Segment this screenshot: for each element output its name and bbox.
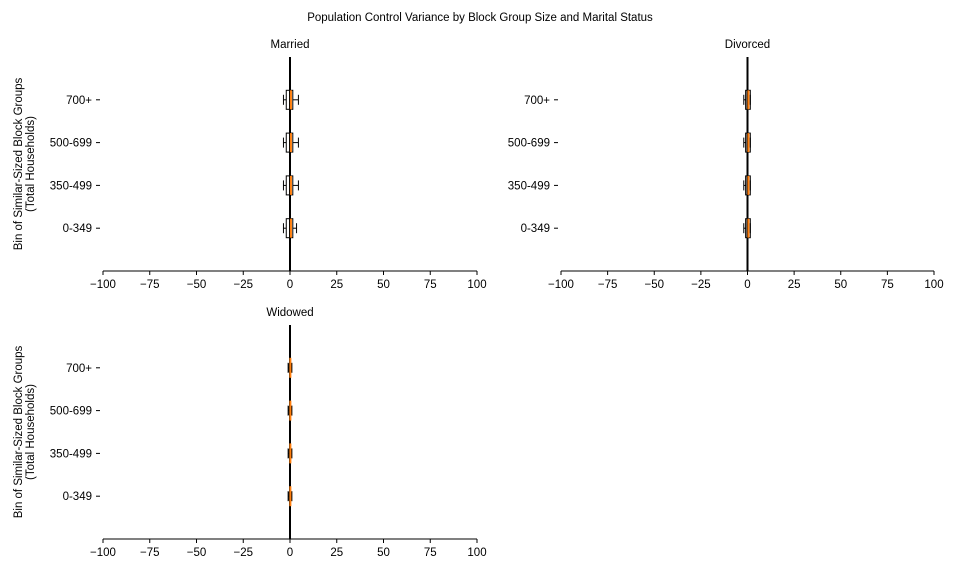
figure-title: Population Control Variance by Block Gro… bbox=[307, 12, 653, 24]
x-tick-label: −50 bbox=[187, 279, 207, 291]
x-tick-label: −75 bbox=[140, 547, 160, 559]
panel-widowed: Widowed −100 −75 −50 −25 0 25 50 75 100 0-349 350-4… bbox=[13, 307, 487, 559]
x-tick-label: −100 bbox=[90, 279, 116, 291]
panel-title: Married bbox=[271, 39, 310, 51]
x-tick-label: 25 bbox=[330, 547, 343, 559]
x-tick-label: −50 bbox=[187, 547, 207, 559]
x-tick-label: 25 bbox=[788, 279, 801, 291]
box-350-499 bbox=[743, 175, 751, 196]
x-tick-label: 75 bbox=[424, 279, 437, 291]
x-tick-label: 25 bbox=[330, 279, 343, 291]
y-tick-label: 500-699 bbox=[50, 138, 92, 150]
x-tick-label: 75 bbox=[424, 547, 437, 559]
box-700+ bbox=[282, 89, 299, 110]
box-iqr bbox=[285, 218, 294, 239]
box-0-349 bbox=[743, 218, 751, 239]
x-tick-label: 100 bbox=[924, 279, 943, 291]
box-500-699 bbox=[282, 132, 299, 153]
panel-married: Married −100 −75 −50 −25 0 25 50 75 100 0-349 350-4… bbox=[13, 39, 487, 291]
box-0-349 bbox=[282, 218, 298, 239]
x-tick-label: −75 bbox=[598, 279, 618, 291]
panel-title: Divorced bbox=[725, 39, 770, 51]
x-tick-label: −25 bbox=[691, 279, 711, 291]
x-tick-label: 0 bbox=[287, 279, 293, 291]
y-tick-label: 350-499 bbox=[50, 448, 92, 460]
panel-divorced: Divorced −100 −75 −50 −25 0 25 50 75 100 0-349 350-… bbox=[508, 39, 944, 291]
x-tick-label: 50 bbox=[834, 279, 847, 291]
x-tick-label: −50 bbox=[644, 279, 664, 291]
x-tick-label: −25 bbox=[233, 547, 253, 559]
y-tick-label: 500-699 bbox=[508, 138, 550, 150]
y-tick-label: 350-499 bbox=[508, 180, 550, 192]
box-700+ bbox=[287, 357, 293, 378]
x-tick-label: 100 bbox=[467, 547, 486, 559]
x-tick-label: −100 bbox=[90, 547, 116, 559]
box-iqr bbox=[285, 175, 294, 196]
y-axis-label: (Total Households) bbox=[25, 384, 37, 480]
y-tick-label: 0-349 bbox=[521, 223, 550, 235]
box-500-699 bbox=[743, 132, 751, 153]
y-axis-label: Bin of Similar-Sized Block Groups bbox=[13, 345, 25, 518]
box-500-699 bbox=[287, 400, 293, 421]
box-350-499 bbox=[287, 443, 293, 464]
box-iqr bbox=[285, 89, 294, 110]
x-tick-label: −75 bbox=[140, 279, 160, 291]
y-tick-label: 350-499 bbox=[50, 180, 92, 192]
x-tick-label: 100 bbox=[467, 279, 486, 291]
y-tick-label: 0-349 bbox=[63, 223, 92, 235]
y-tick-label: 700+ bbox=[524, 95, 550, 107]
y-tick-label: 0-349 bbox=[63, 491, 92, 503]
x-tick-label: 75 bbox=[881, 279, 894, 291]
y-axis-label: (Total Households) bbox=[25, 116, 37, 212]
box-0-349 bbox=[287, 486, 293, 507]
x-tick-label: 0 bbox=[744, 279, 750, 291]
x-tick-label: 50 bbox=[377, 547, 390, 559]
x-tick-label: −25 bbox=[233, 279, 253, 291]
y-axis-label: Bin of Similar-Sized Block Groups bbox=[13, 77, 25, 250]
y-tick-label: 700+ bbox=[66, 363, 92, 375]
y-tick-label: 700+ bbox=[66, 95, 92, 107]
panel-title: Widowed bbox=[266, 307, 313, 319]
box-iqr bbox=[285, 132, 294, 153]
x-tick-label: 50 bbox=[377, 279, 390, 291]
y-tick-label: 500-699 bbox=[50, 406, 92, 418]
x-tick-label: 0 bbox=[287, 547, 293, 559]
box-700+ bbox=[743, 89, 751, 110]
box-350-499 bbox=[282, 175, 299, 196]
x-tick-label: −100 bbox=[548, 279, 574, 291]
